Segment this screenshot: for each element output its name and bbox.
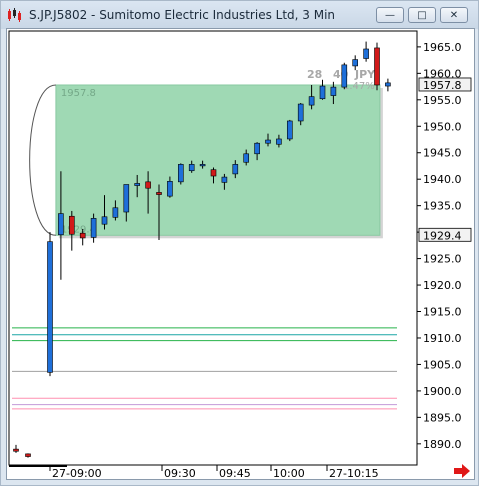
- candle-body: [265, 139, 271, 144]
- y-tick-label: 1965.0: [423, 41, 462, 54]
- box-high-label: 1957.8: [61, 88, 96, 99]
- range-box: [55, 84, 381, 236]
- last-price-tag-bg: [418, 77, 472, 92]
- close-button[interactable]: ✕: [440, 7, 468, 23]
- candle-body: [341, 64, 348, 88]
- box-low-price-tag-bg: [418, 227, 472, 242]
- candle-body: [308, 96, 315, 106]
- candle-body: [243, 153, 249, 163]
- candlestick-app-icon: [8, 8, 21, 22]
- x-tick-label: 09:45: [219, 467, 251, 479]
- box-low-price-tag: 1929.4: [423, 229, 462, 242]
- candle-body: [330, 86, 337, 96]
- candle-body: [232, 164, 239, 175]
- candle-body: [286, 120, 293, 140]
- y-tick-label: 1920.0: [423, 279, 462, 292]
- y-tick-label: 1960.0: [423, 67, 462, 80]
- y-tick-label: 1890.0: [423, 438, 462, 451]
- candle-body: [167, 181, 173, 197]
- candle-body: [352, 59, 359, 67]
- candle-body: [254, 142, 260, 155]
- last-price-tag: 1957.8: [423, 79, 462, 92]
- y-tick-label: 1900.0: [423, 385, 462, 398]
- window-title: S.JP.J5802 - Sumitomo Electric Industrie…: [29, 8, 336, 22]
- title-bar[interactable]: S.JP.J5802 - Sumitomo Electric Industrie…: [1, 1, 478, 29]
- candle-body: [79, 232, 86, 239]
- y-tick-label: 1950.0: [423, 120, 462, 133]
- candle-body: [123, 184, 130, 213]
- candle-body: [188, 164, 195, 172]
- chart-panel[interactable]: 1957.8 1929.4 28 40 JPY 1.47% 1965.0 1960.0 1955…: [6, 28, 475, 480]
- candle-body: [363, 48, 369, 59]
- annotation-currency: JPY: [354, 68, 376, 81]
- candle-body: [297, 103, 304, 122]
- candle-body: [101, 216, 108, 225]
- annotation-change: 1.47%: [343, 81, 375, 92]
- candle-body: [90, 218, 97, 238]
- x-tick-label: 09:30: [164, 467, 196, 479]
- y-tick-label: 1940.0: [423, 173, 462, 186]
- y-tick-label: 1895.0: [423, 411, 462, 424]
- y-tick-label: 1955.0: [423, 94, 462, 107]
- candle-body: [319, 85, 326, 100]
- y-tick-label: 1925.0: [423, 253, 462, 266]
- candle-body: [374, 47, 380, 86]
- candle-body: [68, 215, 75, 235]
- box-bracket: [29, 84, 56, 236]
- candle-body: [156, 192, 162, 195]
- y-tick-label: 1915.0: [423, 306, 462, 319]
- candle-body: [145, 181, 151, 189]
- x-tick-label: 10:00: [273, 467, 305, 479]
- candle-body: [221, 176, 228, 183]
- candle-body: [13, 448, 19, 452]
- minimize-icon: —: [385, 10, 395, 21]
- box-low-label: 1929.4: [61, 224, 96, 235]
- annotation-ticks: 28: [307, 68, 322, 81]
- candle-body: [134, 183, 140, 186]
- y-tick-label: 1935.0: [423, 200, 462, 213]
- y-tick-label: 1905.0: [423, 358, 462, 371]
- x-tick-label: 27-10:15: [329, 467, 379, 479]
- candle-body: [25, 453, 31, 457]
- candle-body: [210, 169, 217, 177]
- minimize-button[interactable]: —: [376, 7, 404, 23]
- candle-body: [276, 138, 282, 145]
- y-tick-label: 1910.0: [423, 332, 462, 345]
- scroll-right-arrow-icon[interactable]: [453, 463, 471, 479]
- maximize-icon: □: [417, 10, 427, 21]
- candle-body: [199, 164, 206, 167]
- candle-body: [112, 207, 119, 218]
- close-icon: ✕: [449, 10, 459, 21]
- x-tick-label: 27-09:00: [52, 467, 102, 479]
- candle-body: [47, 241, 53, 373]
- candle-body: [58, 213, 64, 236]
- candle-body: [178, 164, 184, 183]
- maximize-button[interactable]: □: [408, 7, 436, 23]
- candle-body: [385, 82, 391, 87]
- y-tick-label: 1945.0: [423, 147, 462, 160]
